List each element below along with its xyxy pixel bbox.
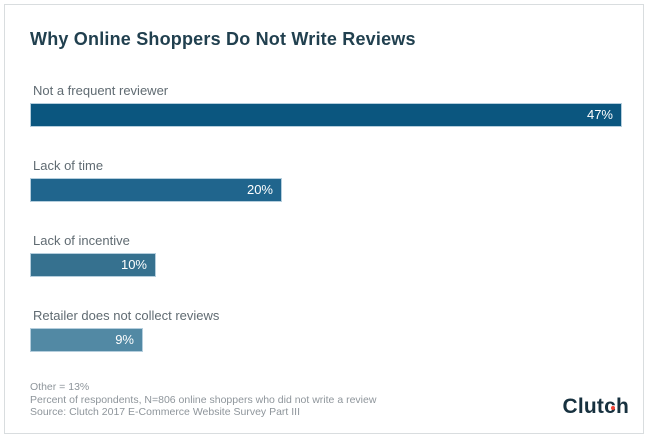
bar: 47% [30, 103, 622, 127]
footnote-source: Source: Clutch 2017 E-Commerce Website S… [30, 406, 300, 418]
chart-title: Why Online Shoppers Do Not Write Reviews [30, 29, 416, 49]
bar: 10% [30, 253, 156, 277]
bar-value-label: 9% [115, 332, 134, 347]
bar-chart: Not a frequent reviewer 47% Lack of time… [30, 83, 630, 383]
bar-row: Lack of time 20% [30, 158, 630, 202]
clutch-logo-c: c [604, 395, 616, 418]
bar-category-label: Lack of time [33, 158, 104, 173]
bar-value-label: 10% [120, 257, 147, 272]
clutch-logo-text-end: h [615, 395, 629, 418]
footnote-respondents: Percent of respondents, N=806 online sho… [30, 393, 377, 406]
chart-card: Why Online Shoppers Do Not Write Reviews… [4, 4, 644, 434]
bar-category-label: Retailer does not collect reviews [33, 308, 220, 323]
bar-row: Retailer does not collect reviews 9% [30, 308, 630, 352]
bar-value-label: 47% [586, 107, 613, 122]
bar-category-label: Not a frequent reviewer [33, 83, 169, 98]
clutch-logo-text-start: Clut [562, 395, 605, 418]
clutch-logo-red-dot-icon [610, 405, 616, 410]
bar-row: Lack of incentive 10% [30, 233, 630, 277]
bar: 9% [30, 328, 143, 352]
bar: 20% [30, 178, 282, 202]
clutch-logo: Clutc h [562, 395, 629, 419]
chart-footnotes: Other = 13% Percent of respondents, N=80… [30, 381, 376, 419]
bar-category-label: Lack of incentive [33, 233, 130, 248]
bar-row: Not a frequent reviewer 47% [30, 83, 630, 127]
bar-value-label: 20% [246, 182, 273, 197]
footnote-other: Other = 13% [30, 381, 90, 393]
